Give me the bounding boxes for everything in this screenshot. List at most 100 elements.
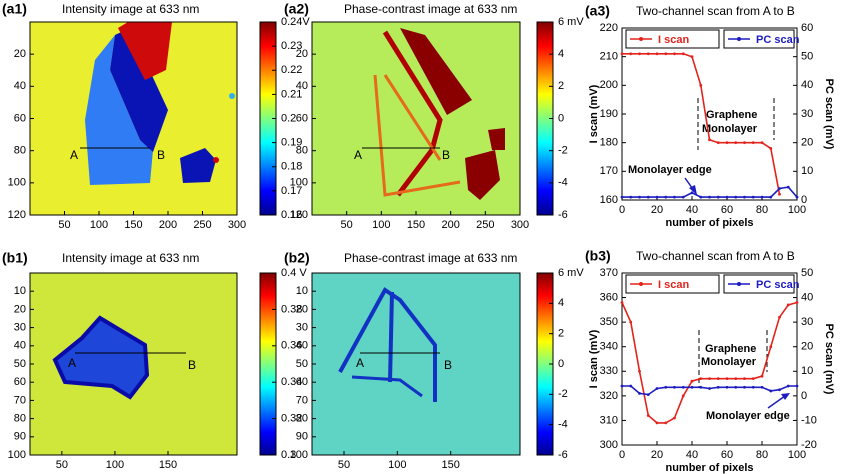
colorbar-tick-label: 0.17 (281, 185, 302, 197)
y-tick-label: 90 (296, 431, 308, 443)
y-tick-label: 90 (14, 431, 26, 443)
x-tick-label: 60 (721, 204, 733, 216)
data-point (778, 187, 781, 190)
data-point (699, 377, 703, 381)
data-point (646, 52, 650, 56)
y2-tick-label: 10 (801, 365, 813, 377)
y-tick-label: 180 (600, 137, 618, 149)
colorbar-tick-label: 0.2 (281, 112, 296, 124)
y-tick-label: 220 (600, 22, 618, 34)
colorbar-tick-label: 0.32 (281, 413, 302, 425)
y-tick-label: 10 (296, 285, 308, 297)
data-point (751, 385, 755, 389)
y2-tick-label: 30 (801, 316, 813, 328)
data-point (716, 385, 720, 389)
y-tick-label: 120 (8, 209, 26, 221)
data-point (760, 141, 764, 145)
legend-label: I scan (658, 34, 689, 46)
data-point (760, 374, 764, 378)
y-tick-label: 40 (296, 80, 308, 92)
y-tick-label: 40 (14, 340, 26, 352)
data-point (638, 369, 641, 373)
data-point (664, 52, 668, 56)
data-point (716, 195, 720, 199)
annotation: Monolayer (702, 123, 758, 135)
panel-title: Phase-contrast image at 633 nm (344, 2, 517, 16)
y-tick-label: 300 (600, 439, 618, 451)
data-point (760, 385, 764, 389)
data-point (629, 52, 633, 56)
data-point (699, 195, 703, 199)
y-tick-label: 310 (600, 414, 618, 426)
panel-label: (b2) (284, 250, 310, 266)
x-tick-label: 100 (788, 449, 806, 461)
heatmap (312, 22, 520, 215)
x-tick-label: 100 (788, 204, 806, 216)
y-tick-label: 80 (296, 413, 308, 425)
data-point (638, 52, 641, 56)
data-point (664, 195, 668, 199)
heatmap (312, 273, 520, 455)
x-axis-label: number of pixels (665, 217, 753, 229)
panel-label: (a2) (284, 1, 309, 17)
y-tick-label: 210 (600, 51, 618, 63)
data-point (629, 320, 633, 324)
data-point (743, 385, 746, 389)
x-axis-label: number of pixels (665, 462, 753, 474)
panel-title: Two-channel scan from A to B (636, 4, 795, 18)
legend-label: PC scan (756, 34, 800, 46)
data-point (690, 379, 694, 383)
y-tick-label: 70 (296, 394, 308, 406)
annotation: Graphene (706, 109, 757, 121)
data-point (734, 195, 738, 199)
y2-tick-label: 20 (801, 341, 813, 353)
y-tick-label: 30 (296, 322, 308, 334)
arrow (767, 395, 786, 409)
legend-marker (737, 37, 741, 41)
data-point (620, 384, 624, 388)
data-point (725, 141, 729, 145)
legend-marker (639, 37, 643, 41)
point-label: A (354, 148, 362, 162)
panel-label: (a1) (2, 1, 27, 17)
heatmap (30, 273, 237, 455)
series-line (622, 186, 798, 198)
y-tick-label: 60 (14, 112, 26, 124)
colorbar-tick-label: 0 (558, 358, 564, 370)
y-tick-label: 50 (14, 358, 26, 370)
y-tick-label: 60 (14, 376, 26, 388)
x-tick-label: 20 (651, 449, 663, 461)
colorbar-tick-label: 0.18 (281, 161, 302, 173)
y2-tick-label: 20 (801, 137, 813, 149)
legend-box (625, 29, 720, 49)
x-tick-label: 100 (90, 219, 108, 231)
y-tick-label: 170 (600, 165, 618, 177)
colorbar-tick-label: 0.4 V (281, 267, 307, 279)
y-tick-label: 100 (290, 449, 308, 461)
y-axis-label: I scan (mV) (588, 84, 600, 143)
x-tick-label: 300 (511, 219, 529, 231)
x-tick-label: 100 (388, 459, 406, 471)
y-tick-label: 80 (14, 413, 26, 425)
data-point (760, 195, 764, 199)
data-point (716, 141, 720, 145)
data-point (673, 52, 676, 56)
panel-label: (a3) (585, 3, 610, 19)
y2-tick-label: 10 (801, 165, 813, 177)
x-tick-label: 50 (338, 459, 350, 471)
x-tick-label: 80 (756, 204, 768, 216)
data-point (646, 414, 650, 417)
data-point (638, 392, 641, 395)
arrow-head (781, 393, 790, 400)
y-tick-label: 340 (600, 341, 618, 353)
data-point (620, 52, 624, 56)
point-label: A (70, 148, 78, 162)
data-point (690, 191, 694, 195)
x-tick-label: 50 (341, 219, 353, 231)
data-point (795, 195, 799, 199)
data-point (646, 195, 650, 199)
colorbar-tick-label: -6 (558, 209, 568, 221)
legend-box (723, 29, 795, 49)
point-label: B (444, 358, 452, 372)
x-tick-label: 100 (372, 219, 390, 231)
